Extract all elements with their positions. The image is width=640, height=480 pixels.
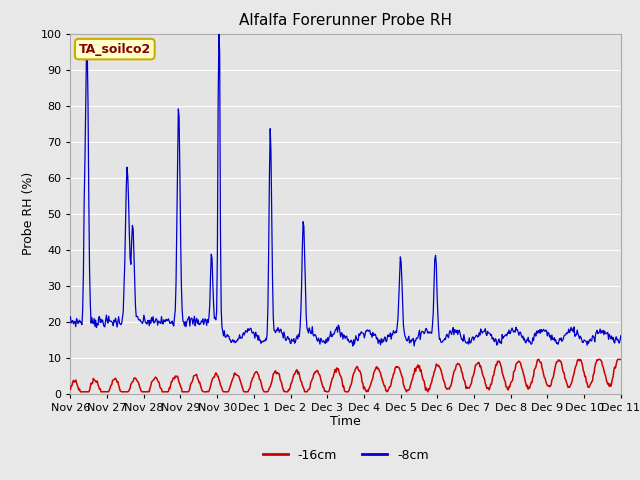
Legend: -16cm, -8cm: -16cm, -8cm	[258, 444, 434, 467]
X-axis label: Time: Time	[330, 415, 361, 429]
Text: TA_soilco2: TA_soilco2	[79, 43, 151, 56]
Title: Alfalfa Forerunner Probe RH: Alfalfa Forerunner Probe RH	[239, 13, 452, 28]
Y-axis label: Probe RH (%): Probe RH (%)	[22, 172, 35, 255]
